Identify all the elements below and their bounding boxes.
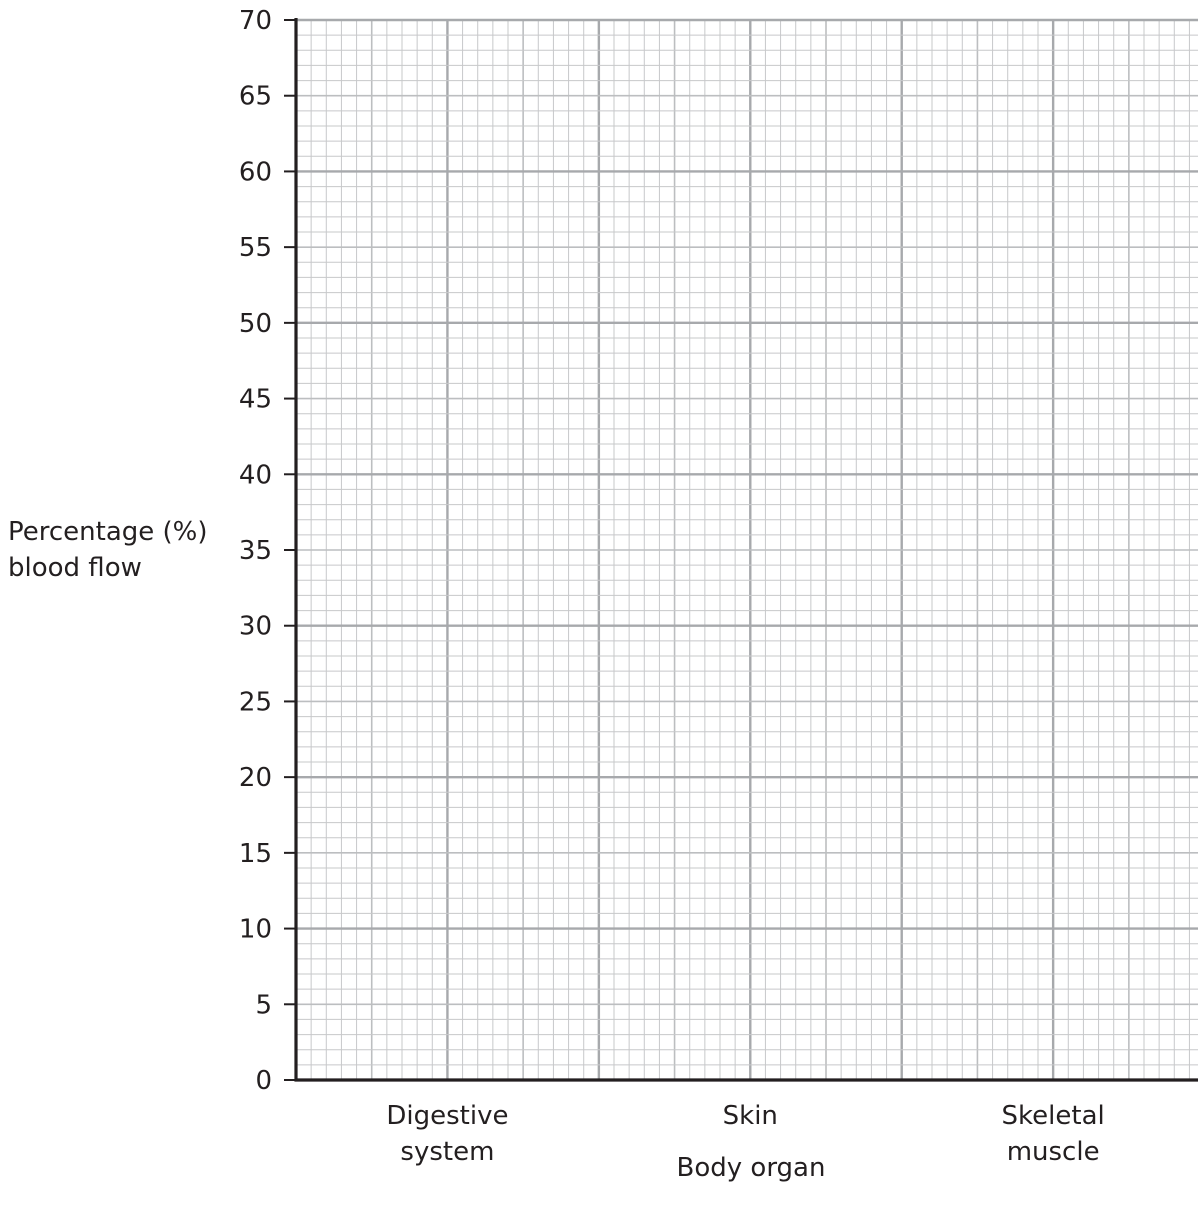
y-axis-title: Percentage (%) blood flow — [8, 514, 208, 586]
y-tick-label: 70 — [239, 6, 272, 36]
y-tick-label: 50 — [239, 309, 272, 339]
y-tick-label: 20 — [239, 763, 272, 793]
y-axis-title-line-1: Percentage (%) — [8, 514, 208, 550]
grid — [296, 20, 1198, 1080]
y-tick-label: 10 — [239, 915, 272, 945]
y-tick-label: 45 — [239, 385, 272, 415]
y-tick-label: 25 — [239, 687, 272, 717]
x-axis-title: Body organ — [677, 1153, 826, 1183]
y-tick-label: 55 — [239, 233, 272, 263]
y-tick-label: 60 — [239, 157, 272, 187]
y-tick-label: 35 — [239, 536, 272, 566]
x-category-label: Skin — [723, 1101, 778, 1131]
y-tick-label: 15 — [239, 839, 272, 869]
y-ticks: 0 5 10 15 20 25 30 35 40 45 50 55 60 65 70 — [239, 6, 296, 1096]
y-tick-label: 30 — [239, 612, 272, 642]
y-tick-label: 0 — [255, 1066, 272, 1096]
y-tick-label: 5 — [255, 990, 272, 1020]
y-tick-label: 40 — [239, 460, 272, 490]
y-tick-label: 65 — [239, 82, 272, 112]
y-axis-title-line-2: blood flow — [8, 550, 208, 586]
